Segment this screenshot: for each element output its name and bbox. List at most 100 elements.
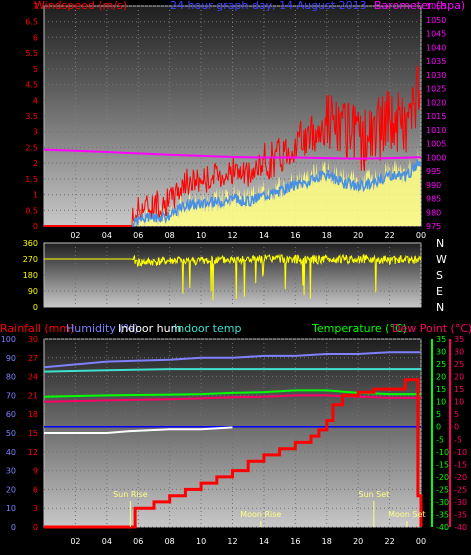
dew-point-tick-label: -25: [454, 485, 467, 494]
hour-tick-label: 04: [102, 537, 112, 546]
rainfall-tick-label: 21: [28, 391, 38, 400]
dew-point-tick-label: -40: [454, 523, 467, 532]
dew-point-tick-label: -30: [454, 498, 467, 507]
hour-tick-label: 20: [353, 537, 363, 546]
dew-point-series: [43, 394, 421, 403]
hour-tick-label: 22: [384, 231, 394, 240]
humidity-tick-label: 60: [6, 410, 16, 419]
temperature-tick-label: -15: [436, 460, 449, 469]
dew-point-tick-label: 5: [454, 410, 459, 419]
sunrise-label: Sun Rise: [113, 490, 148, 499]
barometer-tick-label: 1015: [426, 112, 446, 121]
temperature-tick-label: -30: [436, 498, 449, 507]
hour-tick-label: 08: [165, 231, 175, 240]
dew-point-tick-label: 35: [454, 335, 464, 344]
hour-tick-label: 08: [165, 537, 175, 546]
compass-point-label: N: [436, 301, 444, 314]
hour-tick-label: 06: [133, 231, 143, 240]
hour-tick-label: 16: [290, 537, 300, 546]
windspeed-tick-label: 6: [33, 33, 38, 42]
barometer-tick-label: 1045: [426, 30, 446, 39]
dew-point-tick-label: -20: [454, 473, 467, 482]
barometer-series: [43, 148, 422, 160]
rainfall-tick-label: 27: [28, 354, 38, 363]
sunset-label: Sun Set: [358, 490, 389, 499]
humidity-tick-label: 20: [6, 485, 16, 494]
moonrise-label: Moon Rise: [240, 510, 281, 519]
hour-tick-label: 00: [416, 537, 426, 546]
windspeed-tick-label: 1: [33, 191, 38, 200]
temperature-tick-label: 10: [436, 398, 446, 407]
compass-point-label: N: [436, 237, 444, 250]
wind-baro-panel: 0 0.5 1 1.5 2 2.5 3 3.5 4 4.5 5 5.5 6 6.5 7 975 980 985 9…: [25, 0, 465, 240]
dew-point-tick-label: -35: [454, 510, 467, 519]
rainfall-tick-label: 30: [28, 335, 38, 344]
hour-tick-label: 14: [259, 537, 269, 546]
humidity-tick-label: 70: [6, 391, 16, 400]
compass-point-label: W: [436, 253, 447, 266]
dew-point-tick-label: 0: [454, 423, 459, 432]
windspeed-tick-label: 6.5: [25, 18, 38, 27]
rainfall-tick-label: 12: [28, 448, 38, 457]
barometer-tick-label: 985: [426, 195, 441, 204]
direction-tick-label: 180: [23, 271, 38, 280]
rainfall-tick-label: 6: [33, 485, 38, 494]
windspeed-axis-label: Windspeed (m/s): [34, 0, 127, 12]
dew-point-tick-label: -10: [454, 448, 467, 457]
humidity-tick-label: 0: [11, 523, 16, 532]
hour-tick-label: 12: [227, 537, 237, 546]
rainfall-axis-label: Rainfall (mm): [0, 322, 74, 335]
direction-tick-label: 270: [23, 255, 38, 264]
dew-point-tick-label: 15: [454, 385, 464, 394]
wind-direction-series: [44, 253, 422, 301]
barometer-tick-label: 1050: [426, 16, 446, 25]
barometer-tick-label: 990: [426, 181, 441, 190]
temperature-tick-label: -35: [436, 510, 449, 519]
temperature-tick-label: -40: [436, 523, 449, 532]
chart-title: 24 hour graph day, 14 August 2013: [170, 0, 367, 12]
windspeed-tick-label: 4.5: [25, 81, 38, 90]
rainfall-tick-label: 15: [28, 429, 38, 438]
direction-tick-label: 0: [33, 303, 38, 312]
rainfall-tick-label: 24: [28, 373, 38, 382]
barometer-tick-label: 1035: [426, 57, 446, 66]
dew-point-tick-label: -15: [454, 460, 467, 469]
hour-tick-label: 02: [70, 231, 80, 240]
humidity-axis-label: Humidity (%): [66, 322, 138, 335]
hour-tick-label: 10: [196, 231, 206, 240]
dew-point-tick-label: -5: [454, 435, 462, 444]
indoor-hum-series: [44, 426, 233, 434]
windspeed-tick-label: 1.5: [25, 175, 38, 184]
barometer-tick-label: 1000: [426, 153, 446, 162]
windspeed-tick-label: 0: [33, 222, 38, 231]
humidity-tick-label: 10: [6, 504, 16, 513]
hour-tick-label: 16: [290, 231, 300, 240]
windspeed-tick-label: 3: [33, 128, 38, 137]
temperature-tick-label: 5: [436, 410, 441, 419]
hour-tick-label: 06: [133, 537, 143, 546]
dew-point-tick-label: 20: [454, 373, 464, 382]
rainfall-tick-label: 3: [33, 504, 38, 513]
gust-area: [44, 147, 421, 226]
temperature-tick-label: 30: [436, 348, 446, 357]
hour-tick-label: 18: [322, 537, 332, 546]
rainfall-tick-label: 18: [28, 410, 38, 419]
temperature-tick-label: 0: [436, 423, 441, 432]
rainfall-series: [44, 378, 423, 529]
hour-tick-label: 14: [259, 231, 269, 240]
barometer-tick-label: 1010: [426, 126, 446, 135]
hour-tick-label: 10: [196, 537, 206, 546]
humidity-series: [43, 351, 421, 369]
windspeed-tick-label: 5.5: [25, 49, 38, 58]
barometer-tick-label: 995: [426, 167, 441, 176]
humidity-tick-label: 50: [6, 429, 16, 438]
dew-point-tick-label: 25: [454, 360, 464, 369]
temperature-tick-label: -10: [436, 448, 449, 457]
barometer-axis-label: Barometer (hpa): [374, 0, 465, 12]
windspeed-tick-label: 5: [33, 65, 38, 74]
barometer-tick-label: 1005: [426, 140, 446, 149]
barometer-tick-label: 1055: [426, 2, 446, 11]
windspeed-tick-label: 4: [33, 96, 38, 105]
rainfall-tick-label: 9: [33, 467, 38, 476]
